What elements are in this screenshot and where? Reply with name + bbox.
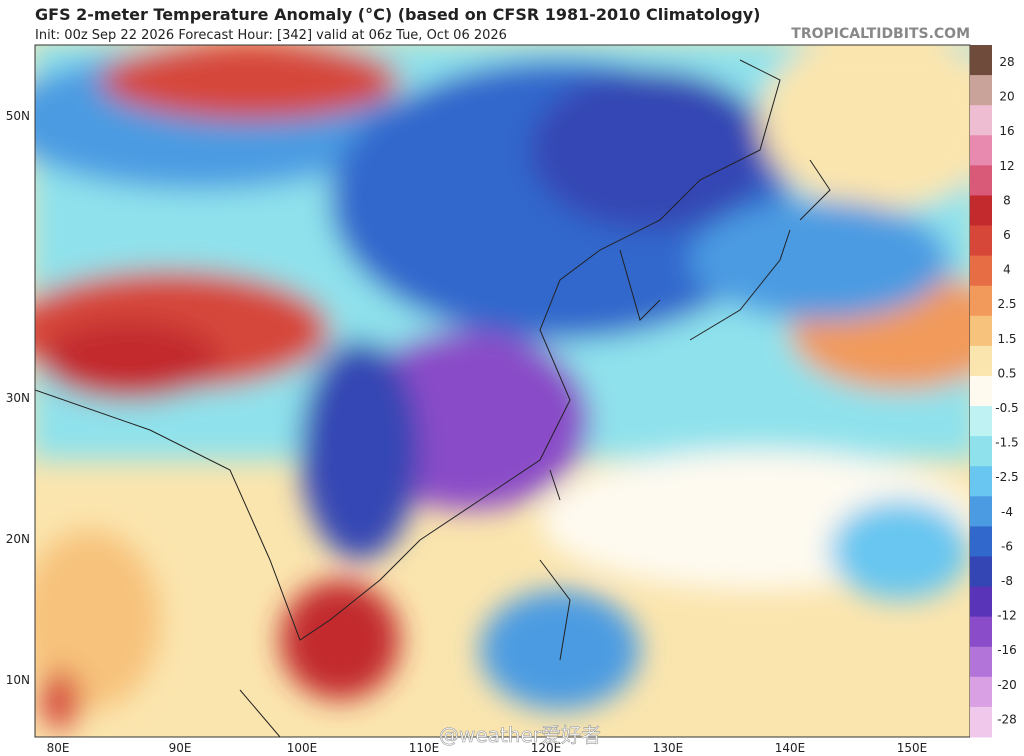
lon-label: 110E (409, 741, 440, 755)
lat-axis: 50N 30N 20N 10N (6, 109, 30, 687)
lon-label: 100E (287, 741, 318, 755)
colorbar-label: -16 (997, 643, 1017, 657)
colorbar-swatch (970, 496, 992, 527)
colorbar-swatch (970, 105, 992, 136)
colorbar-swatch (970, 135, 992, 166)
lon-label: 90E (169, 741, 192, 755)
colorbar-swatch (970, 75, 992, 106)
subtitle: Init: 00z Sep 22 2026 Forecast Hour: [34… (35, 28, 507, 43)
colorbar-label: 8 (1003, 193, 1011, 207)
colorbar-label: -4 (1001, 505, 1013, 519)
lat-label: 20N (6, 532, 30, 546)
colorbar-swatch (970, 285, 992, 317)
colorbar-swatch (970, 526, 992, 557)
colorbar-label: -12 (997, 609, 1017, 623)
lon-label: 150E (897, 741, 928, 755)
colorbar-swatch (970, 345, 992, 377)
colorbar-label: 0.5 (997, 366, 1016, 380)
colorbar-swatch (970, 375, 992, 407)
lat-label: 10N (6, 673, 30, 687)
title: GFS 2-meter Temperature Anomaly (°C) (ba… (35, 5, 761, 24)
colorbar-label: 6 (1003, 228, 1011, 242)
colorbar-swatch (970, 195, 992, 227)
colorbar-swatch (970, 616, 992, 648)
colorbar-swatch (970, 165, 992, 196)
colorbar-swatch (970, 556, 992, 588)
colorbar: 28 20 16 12 8 6 4 2.5 1.5 0.5 -0.5 -1.5 -2.5 -4 -6 -8 -1… (970, 45, 1019, 738)
lon-label: 140E (775, 741, 806, 755)
colorbar-label: 28 (999, 55, 1014, 69)
colorbar-swatch (970, 586, 992, 618)
colorbar-swatch (970, 406, 992, 437)
colorbar-label: 12 (999, 159, 1014, 173)
source: TROPICALTIDBITS.COM (791, 26, 970, 42)
colorbar-label: 16 (999, 124, 1014, 138)
lat-label: 30N (6, 391, 30, 405)
colorbar-swatch (970, 255, 992, 287)
lon-label: 130E (653, 741, 684, 755)
colorbar-swatch (970, 225, 992, 257)
map (35, 45, 970, 737)
colorbar-label: -0.5 (995, 401, 1018, 415)
colorbar-swatch (970, 646, 992, 678)
watermark: @weather爱好者 (439, 723, 601, 747)
colorbar-label: -20 (997, 678, 1017, 692)
lon-axis: 80E 90E 100E 110E 120E 130E 140E 150E (47, 741, 928, 755)
colorbar-label: -2.5 (995, 470, 1018, 484)
colorbar-swatch (970, 676, 992, 708)
lon-label: 80E (47, 741, 70, 755)
colorbar-label: -6 (1001, 539, 1013, 553)
colorbar-label: 1.5 (997, 332, 1016, 346)
lon-label: 120E (531, 741, 562, 755)
colorbar-label: 4 (1003, 263, 1011, 277)
colorbar-label: 2.5 (997, 297, 1016, 311)
colorbar-label: -28 (997, 712, 1017, 726)
colorbar-swatch (970, 436, 992, 467)
lat-label: 50N (6, 109, 30, 123)
colorbar-swatch (970, 315, 992, 347)
colorbar-swatch (970, 706, 992, 738)
colorbar-label: 20 (999, 90, 1014, 104)
colorbar-swatch (970, 466, 992, 497)
colorbar-label: -1.5 (995, 436, 1018, 450)
colorbar-swatch (970, 45, 992, 76)
colorbar-label: -8 (1001, 574, 1013, 588)
